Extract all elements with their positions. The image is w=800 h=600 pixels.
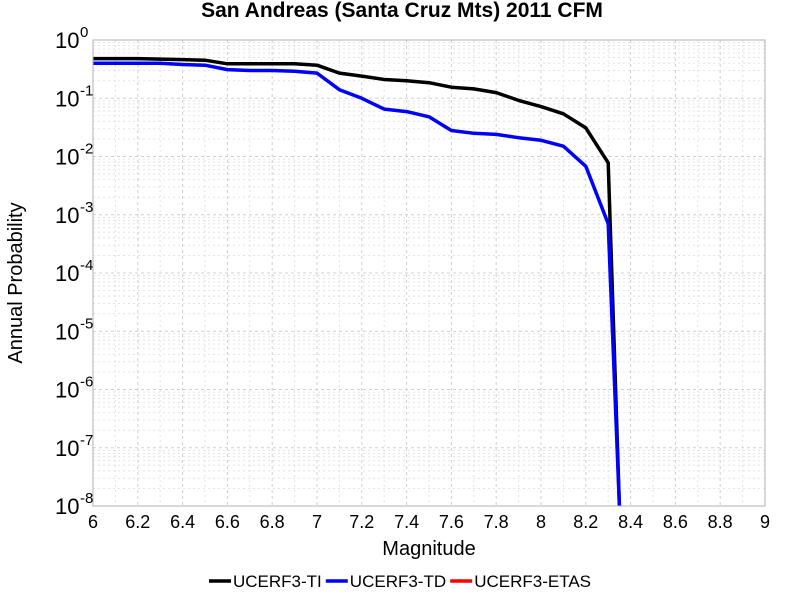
y-tick-base: 10 — [55, 145, 79, 170]
y-tick-exponent: -2 — [80, 141, 93, 158]
x-tick-label: 6.8 — [260, 512, 285, 532]
legend-label: UCERF3-ETAS — [474, 572, 591, 591]
series-line-ucerf3-ti — [93, 56, 622, 507]
y-tick-exponent: -5 — [80, 315, 93, 332]
y-tick-label: 10 -5 — [55, 315, 93, 344]
x-tick-labels: 6 6.2 6.4 6.6 6.8 7 7.2 7.4 7.6 7.8 8 8.2 8.4 8.6 8.8 9 — [88, 512, 770, 532]
legend: UCERF3-TI UCERF3-TD UCERF3-ETAS — [209, 572, 591, 591]
y-tick-base: 10 — [55, 494, 79, 519]
x-tick-label: 7.8 — [484, 512, 509, 532]
y-tick-base: 10 — [55, 203, 79, 228]
plot-frame — [92, 39, 766, 507]
y-tick-exponent: -3 — [80, 199, 93, 216]
x-tick-label: 9 — [760, 512, 770, 532]
y-tick-exponent: -4 — [80, 257, 93, 274]
y-tick-label: 10 -1 — [55, 82, 93, 111]
y-tick-exponent: -1 — [80, 82, 93, 99]
x-tick-label: 6.4 — [170, 512, 195, 532]
series-line-ucerf3-td — [93, 61, 622, 507]
x-axis-label: Magnitude — [382, 538, 475, 560]
legend-item: UCERF3-TI — [209, 572, 322, 591]
y-tick-exponent: 0 — [80, 24, 88, 41]
y-tick-label: 10 -6 — [55, 374, 93, 403]
grid-lines — [92, 39, 766, 507]
y-tick-label: 10 -8 — [55, 490, 93, 519]
legend-item: UCERF3-ETAS — [450, 572, 591, 591]
x-tick-label: 6.6 — [215, 512, 240, 532]
x-tick-label: 6.2 — [125, 512, 150, 532]
x-tick-label: 8.6 — [663, 512, 688, 532]
y-tick-label: 10 -7 — [55, 432, 93, 461]
y-axis-label: Annual Probability — [5, 202, 27, 363]
series-layer — [93, 56, 622, 507]
y-tick-label: 10 0 — [55, 24, 88, 53]
x-tick-label: 7.6 — [439, 512, 464, 532]
legend-label: UCERF3-TI — [233, 572, 322, 591]
y-tick-exponent: -6 — [80, 374, 93, 391]
x-tick-label: 8.4 — [618, 512, 643, 532]
y-tick-base: 10 — [55, 261, 79, 286]
legend-label: UCERF3-TD — [350, 572, 446, 591]
legend-item: UCERF3-TD — [325, 572, 446, 591]
chart-title: San Andreas (Santa Cruz Mts) 2011 CFM — [201, 0, 603, 22]
y-tick-base: 10 — [55, 28, 79, 53]
x-tick-label: 7.2 — [349, 512, 374, 532]
y-tick-exponent: -8 — [80, 490, 93, 507]
y-tick-label: 10 -4 — [55, 257, 93, 286]
x-tick-label: 8 — [536, 512, 546, 532]
y-tick-exponent: -7 — [80, 432, 93, 449]
x-tick-label: 8.8 — [708, 512, 733, 532]
y-tick-base: 10 — [55, 86, 79, 111]
y-tick-label: 10 -2 — [55, 141, 93, 170]
x-tick-label: 7.4 — [394, 512, 419, 532]
y-tick-base: 10 — [55, 436, 79, 461]
x-tick-label: 8.2 — [573, 512, 598, 532]
x-tick-label: 6 — [88, 512, 98, 532]
y-tick-label: 10 -3 — [55, 199, 93, 228]
y-tick-base: 10 — [55, 378, 79, 403]
x-tick-label: 7 — [312, 512, 322, 532]
y-tick-base: 10 — [55, 319, 79, 344]
